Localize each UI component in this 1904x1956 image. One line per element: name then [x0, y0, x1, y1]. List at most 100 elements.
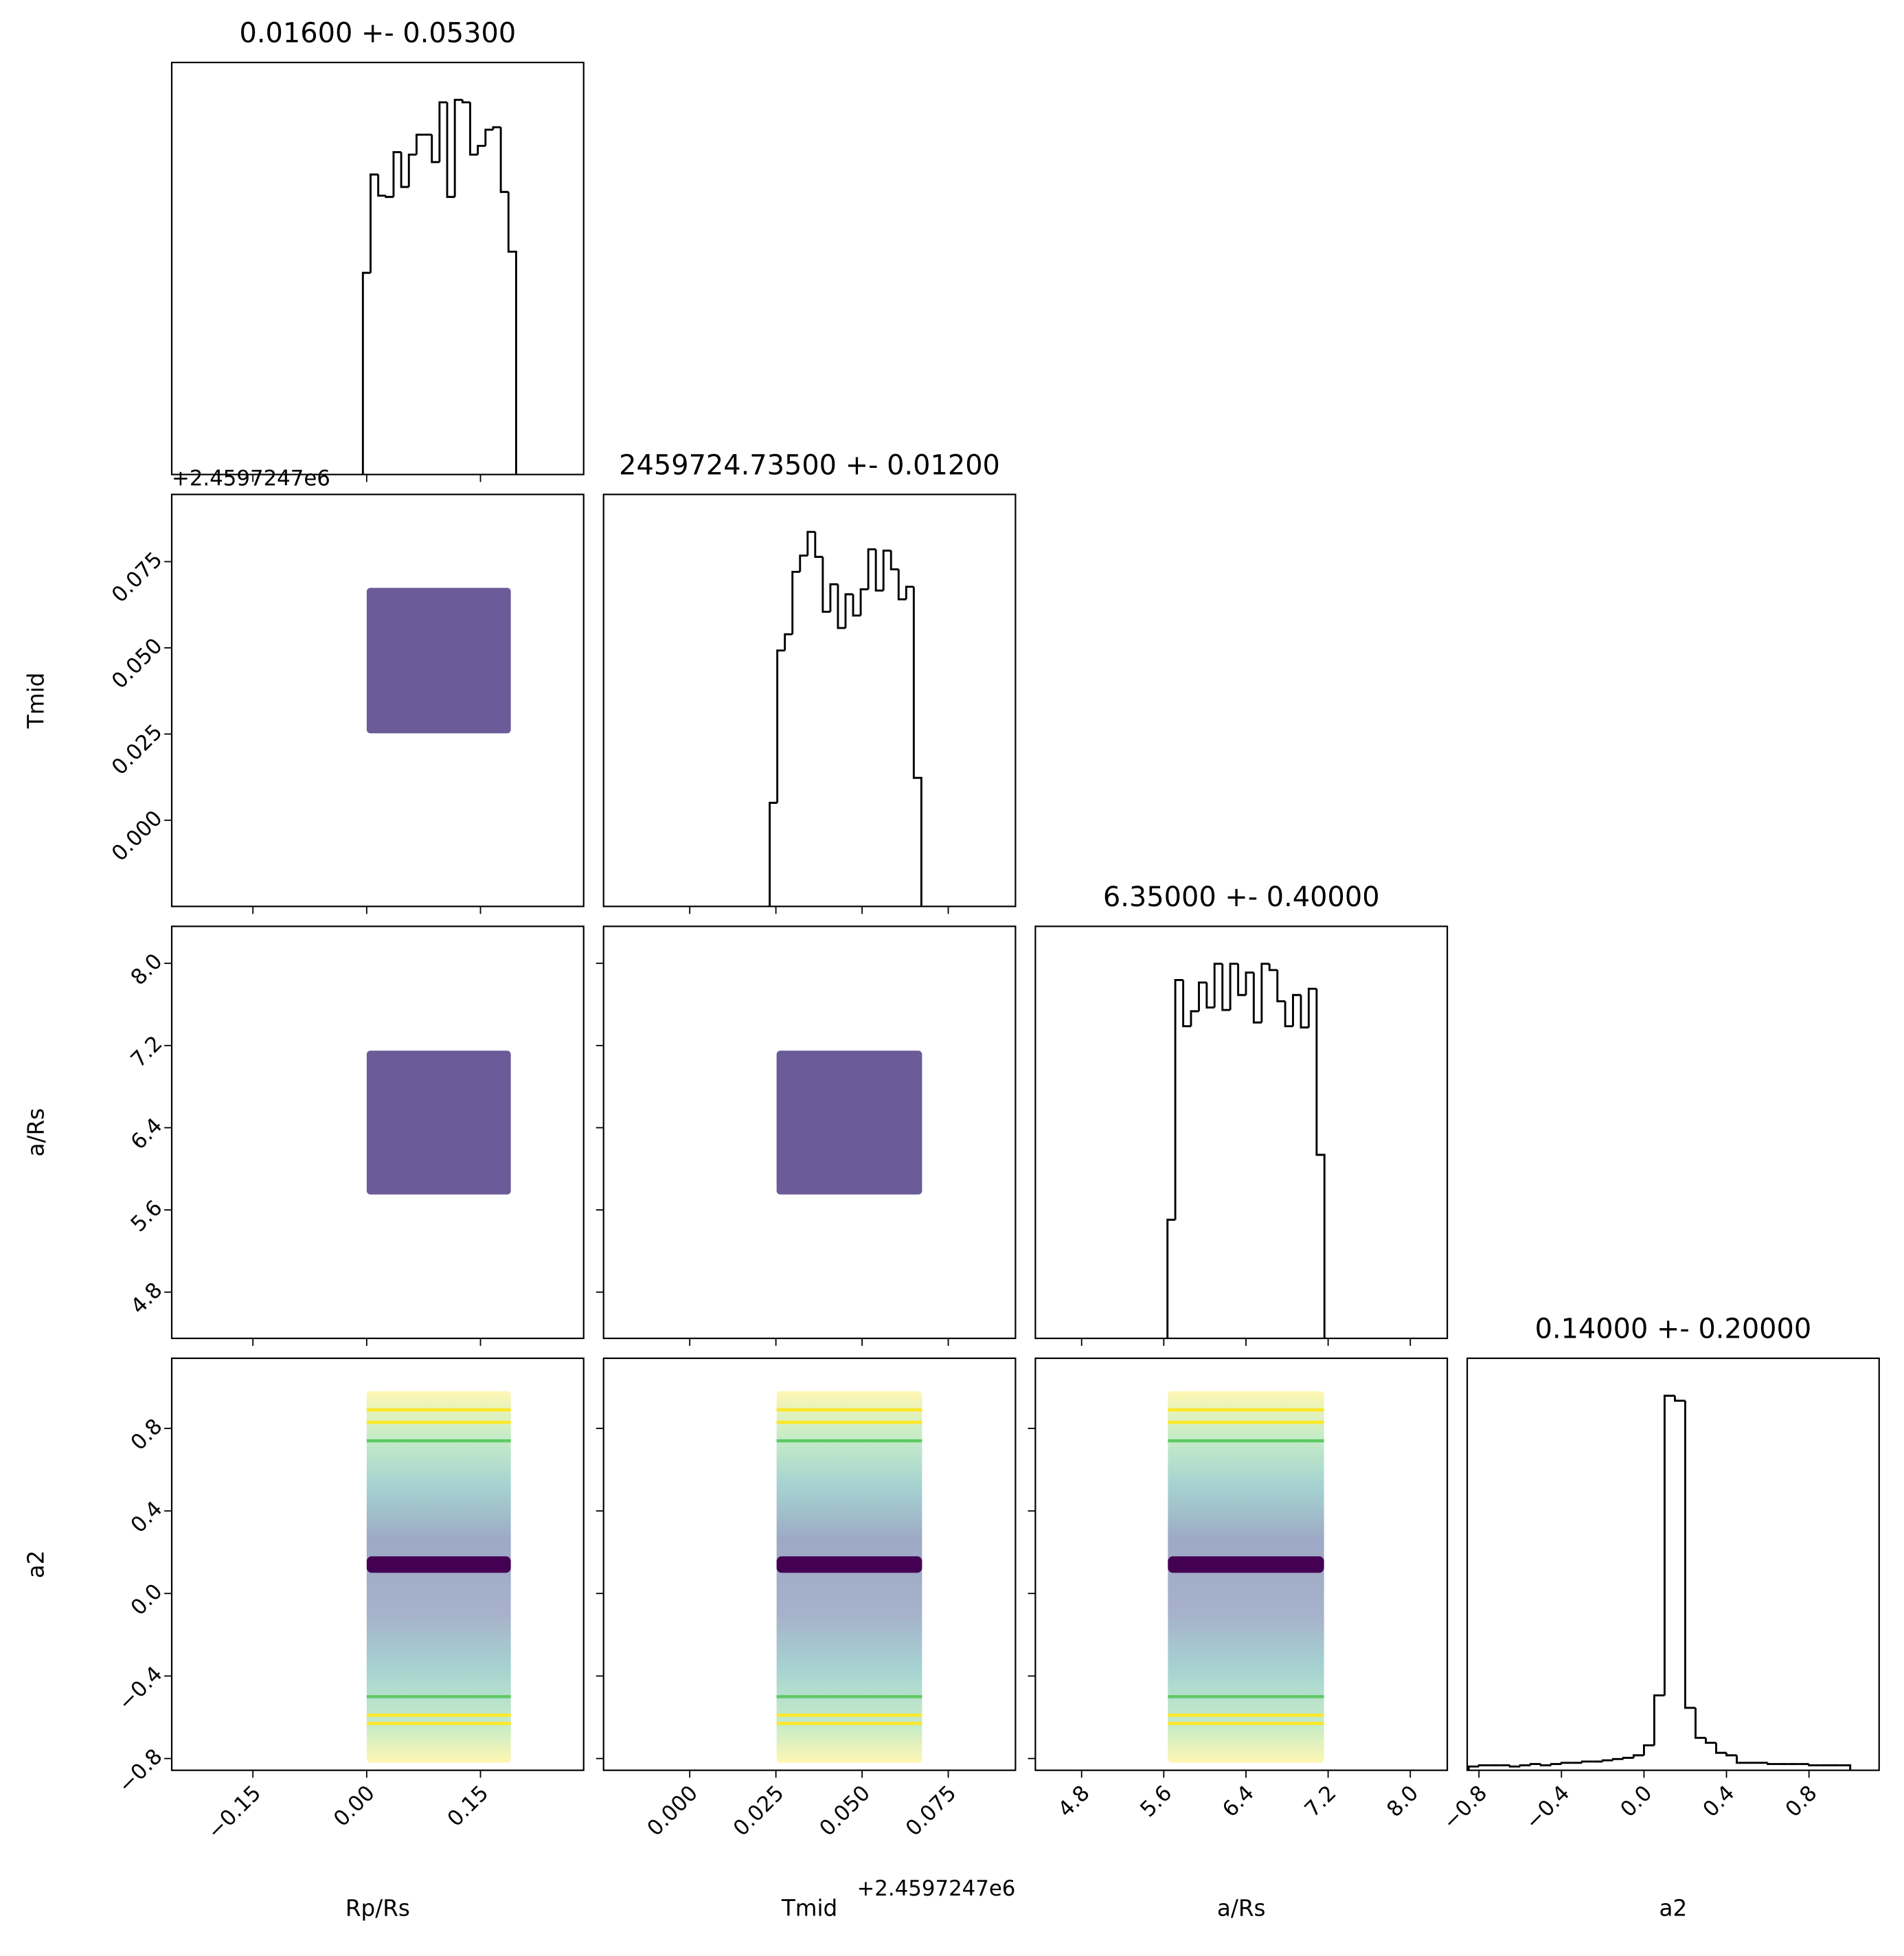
- hist-step: [1725, 1753, 1737, 1757]
- hist-step: [361, 271, 371, 475]
- hist-step: [1632, 1754, 1644, 1758]
- scatter-cloud: [366, 1391, 511, 1763]
- y-axis-label: a2: [23, 1550, 49, 1578]
- hist-step: [1684, 1400, 1696, 1709]
- scatter-cloud: [776, 1050, 922, 1195]
- dense-band: [1168, 1556, 1324, 1573]
- hist-step: [1477, 1764, 1490, 1767]
- hist-step: [769, 802, 778, 907]
- hist-step: [1808, 1764, 1820, 1766]
- y-tick-label: 0.4: [126, 1496, 167, 1538]
- hist-step: [477, 144, 486, 155]
- hist-step: [1190, 1010, 1199, 1026]
- panel-title: 6.35000 +- 0.40000: [1103, 881, 1380, 913]
- hist-step: [446, 102, 455, 199]
- panel-frame: [1034, 925, 1449, 1340]
- hist-step: [882, 549, 892, 591]
- panel-frame: [1034, 1357, 1449, 1771]
- x-tick-label: −0.8: [1438, 1781, 1492, 1834]
- hist-step: [492, 126, 501, 130]
- x-tick-label: 5.6: [1135, 1781, 1177, 1822]
- y-tick-label: 6.4: [126, 1113, 167, 1154]
- hist-step: [1198, 981, 1207, 1011]
- scatter-cloud: [776, 1391, 922, 1763]
- hist-step: [1550, 1763, 1562, 1766]
- hist-step: [806, 530, 815, 556]
- x-tick-label: 4.8: [1054, 1781, 1095, 1822]
- hist-step: [791, 570, 800, 635]
- panel-frame: [170, 925, 585, 1340]
- hist-step: [1601, 1759, 1613, 1762]
- hist-step: [469, 102, 478, 156]
- hist-step: [1221, 963, 1231, 1011]
- hist-step: [1653, 1694, 1665, 1746]
- x-tick-label: 7.2: [1300, 1781, 1341, 1822]
- hist-step: [507, 192, 517, 475]
- panel-frame: [1466, 1357, 1880, 1771]
- hist-step: [1715, 1742, 1727, 1754]
- hist-step: [370, 173, 378, 273]
- hist-step: [499, 127, 509, 193]
- hist-step: [400, 152, 409, 188]
- x-axis-label: a/Rs: [1217, 1896, 1266, 1922]
- y-tick-label: 7.2: [126, 1031, 167, 1072]
- panel-frame: [170, 61, 585, 475]
- x-axis-label: Tmid: [781, 1896, 837, 1922]
- hist-step: [453, 98, 463, 197]
- hist-step: [407, 153, 417, 188]
- hist-step: [852, 594, 861, 617]
- hist-step: [1166, 1218, 1176, 1339]
- hist-step: [1622, 1757, 1634, 1760]
- hist-step: [1611, 1757, 1624, 1761]
- hist-step: [484, 128, 493, 146]
- hist-step: [1292, 993, 1301, 1026]
- panel-title: 2459724.73500 +- 0.01200: [619, 449, 1000, 481]
- hist-step: [1182, 980, 1191, 1028]
- hist-step: [1529, 1763, 1541, 1766]
- hist-step: [392, 150, 402, 197]
- dense-band: [776, 1556, 922, 1573]
- hist-step: [1245, 971, 1254, 996]
- hist-step: [784, 633, 793, 651]
- panel-frame: [602, 493, 1017, 908]
- hist-step: [889, 550, 899, 571]
- hist-step: [1213, 963, 1223, 1008]
- hist-step: [1307, 987, 1317, 1028]
- hist-step: [1237, 963, 1246, 996]
- panel-frame: [602, 925, 1017, 1340]
- hist-step: [859, 588, 869, 616]
- hist-step: [1736, 1755, 1747, 1764]
- hist-step: [1174, 979, 1183, 1220]
- x-tick-label: 0.15: [442, 1781, 493, 1832]
- x-axis-label: a2: [1659, 1896, 1688, 1922]
- hist-step: [1252, 972, 1262, 1024]
- hist-step: [1315, 989, 1326, 1339]
- hist-step: [1580, 1760, 1593, 1763]
- hist-step: [821, 557, 830, 613]
- hist-step: [1839, 1764, 1852, 1770]
- y-tick-label: 0.025: [107, 719, 168, 780]
- scatter-cloud: [366, 1050, 511, 1195]
- y-tick-label: 5.6: [126, 1195, 167, 1237]
- panel-frame: [602, 1357, 1017, 1771]
- x-axis-label: Rp/Rs: [345, 1896, 410, 1922]
- hist-step: [1229, 963, 1238, 1011]
- hist-step: [461, 100, 471, 104]
- x-tick-label: −0.15: [203, 1781, 266, 1844]
- y-tick-label: 0.8: [126, 1414, 167, 1455]
- dense-band: [366, 1556, 511, 1573]
- hist-step: [799, 554, 808, 572]
- hist-step: [1268, 963, 1278, 971]
- offset-label: +2.4597247e6: [172, 466, 330, 491]
- y-axis-label: a/Rs: [23, 1108, 49, 1157]
- scatter-cloud: [366, 587, 511, 734]
- y-tick-label: −0.4: [113, 1661, 167, 1715]
- y-tick-label: 0.050: [107, 633, 168, 694]
- hist-step: [1695, 1707, 1706, 1739]
- y-tick-label: 0.075: [107, 547, 168, 607]
- hist-step: [897, 569, 907, 600]
- hist-step: [1205, 982, 1215, 1009]
- x-tick-label: −0.4: [1521, 1781, 1574, 1834]
- y-tick-label: 8.0: [126, 949, 167, 990]
- x-tick-label: 0.075: [901, 1781, 962, 1841]
